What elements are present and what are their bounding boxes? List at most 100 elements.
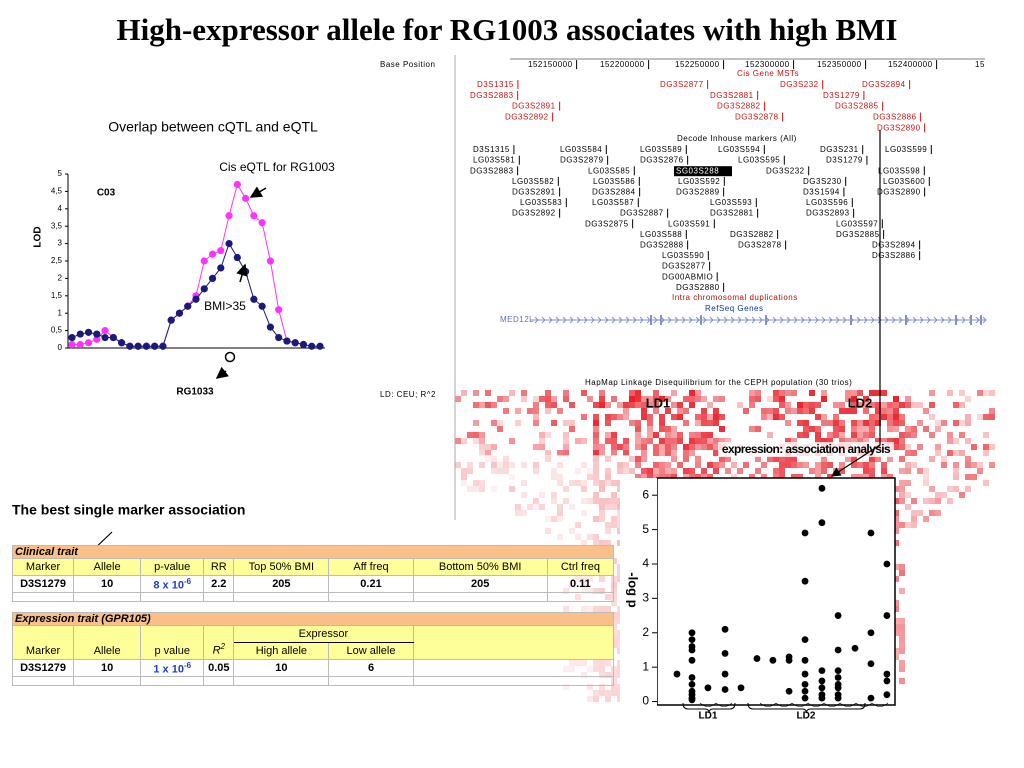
assoc-point <box>704 684 712 692</box>
decode-marker: LG03S586 <box>593 177 635 186</box>
ld-cell <box>773 390 779 396</box>
gene-chevron <box>541 316 546 324</box>
ld-cell <box>623 444 629 450</box>
ld-cell <box>701 420 707 426</box>
ld-cell <box>935 450 941 456</box>
ld-cell <box>635 444 641 450</box>
assoc-point <box>834 646 842 654</box>
ld-cell <box>851 438 857 444</box>
assoc-point <box>688 656 696 664</box>
header-cell: Marker <box>11 558 75 576</box>
gene-chevron <box>961 316 966 324</box>
empty-cell <box>11 676 75 686</box>
ld-cell <box>503 396 509 402</box>
ld-cell <box>665 474 671 480</box>
decode-marker: DG3S2886 <box>872 251 916 260</box>
ld-cell <box>857 402 863 408</box>
ld-cell <box>473 402 479 408</box>
lod-point <box>225 240 233 248</box>
lod-point <box>151 342 159 350</box>
ld-cell <box>599 396 605 402</box>
ld-cell <box>551 396 557 402</box>
gene-chevron <box>611 316 616 324</box>
assoc-point <box>883 612 891 619</box>
ld-cell <box>887 402 893 408</box>
ld-cell <box>875 408 881 414</box>
decode-marker: LG03S599 <box>885 145 927 154</box>
assoc-point <box>801 529 809 537</box>
empty-cell <box>140 592 205 602</box>
empty-cell <box>203 592 235 602</box>
ld-cell <box>563 432 569 438</box>
ld-cell <box>677 408 683 414</box>
data-cell: 10 <box>233 659 330 677</box>
ld-cell <box>821 456 827 462</box>
lod-point <box>118 339 126 347</box>
ld-cell <box>881 468 887 474</box>
ld-cell <box>707 420 713 426</box>
ld-cell <box>785 456 791 462</box>
ld-cell <box>887 438 893 444</box>
ld-cell <box>749 402 755 408</box>
ld-brace <box>747 702 866 714</box>
gene-chevron <box>800 316 805 324</box>
cell-base: 1 x 10 <box>153 663 184 676</box>
gene-chevron <box>681 316 686 324</box>
ld-cell <box>785 402 791 408</box>
ld-cell <box>677 402 683 408</box>
ld-cell <box>899 678 905 684</box>
gene-chevron <box>723 316 728 324</box>
header-cell: p value <box>140 625 205 660</box>
ld-cell <box>821 390 827 396</box>
gene-chevron <box>975 316 980 324</box>
ld-cell <box>713 414 719 420</box>
ld-cell <box>863 396 869 402</box>
marker-brace <box>715 702 733 707</box>
ld-cell <box>683 468 689 474</box>
gene-chevron <box>870 316 875 324</box>
arrow <box>249 186 267 198</box>
empty-row <box>11 592 615 602</box>
ld-cell <box>965 486 971 492</box>
ld-cell <box>695 396 701 402</box>
y-tick-label: 2 <box>58 274 63 283</box>
ld-cell <box>761 408 767 414</box>
lod-point <box>275 306 283 314</box>
ld-cell <box>671 456 677 462</box>
ld-cell <box>551 420 557 426</box>
track-title: Cis Gene MSTs <box>737 69 799 78</box>
ld-cell <box>947 450 953 456</box>
ld-cell <box>857 426 863 432</box>
title-row: Clinical trait <box>12 545 614 559</box>
assoc-point <box>801 694 809 702</box>
assoc-point <box>818 677 826 685</box>
decode-marker: DG3S232 <box>766 166 805 175</box>
ld-cell <box>575 438 581 444</box>
ld-cell <box>749 396 755 402</box>
assoc-point <box>688 646 696 654</box>
header-row: Marker Allele p value R2 Expressor <box>11 625 615 660</box>
ld-cell <box>851 402 857 408</box>
ld-cell <box>689 396 695 402</box>
ld-cell <box>893 648 899 654</box>
marker-brace <box>699 702 717 707</box>
ld-cell <box>899 432 905 438</box>
ld-cell <box>479 438 485 444</box>
empty-cell <box>412 676 615 686</box>
ld-cell <box>665 444 671 450</box>
gene-chevron <box>828 316 833 324</box>
ld-cell <box>545 432 551 438</box>
ld-cell <box>611 396 617 402</box>
heatmap-mask <box>455 455 635 768</box>
ld-cell <box>929 486 935 492</box>
ruler-label: Base Position <box>380 60 435 69</box>
ld-cell <box>911 432 917 438</box>
ld-cell <box>983 390 989 396</box>
ld-cell <box>593 426 599 432</box>
ld-cell <box>941 492 947 498</box>
ld-cell <box>959 450 965 456</box>
assoc-point <box>818 667 826 675</box>
ld-cell <box>809 468 815 474</box>
ld-cell <box>899 570 905 576</box>
expr-title-bg <box>718 442 894 457</box>
